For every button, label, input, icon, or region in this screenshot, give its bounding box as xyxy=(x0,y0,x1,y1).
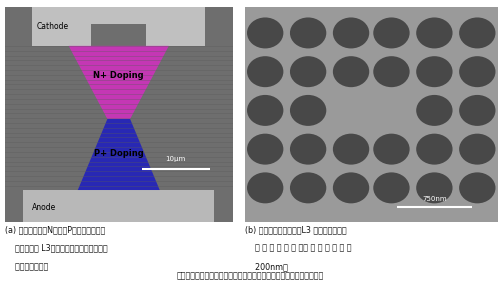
Circle shape xyxy=(459,56,496,87)
Polygon shape xyxy=(68,46,169,119)
Circle shape xyxy=(247,172,284,203)
Circle shape xyxy=(416,172,453,203)
Circle shape xyxy=(416,134,453,165)
Circle shape xyxy=(416,95,453,126)
Text: P+ Doping: P+ Doping xyxy=(94,149,144,158)
Circle shape xyxy=(459,134,496,165)
Polygon shape xyxy=(78,119,160,190)
Text: れた部分に L3フォトニック微小共振器が: れた部分に L3フォトニック微小共振器が xyxy=(5,244,108,253)
Circle shape xyxy=(290,17,327,48)
Text: (a) 全体構造図。N領域とP領域で挟み込ま: (a) 全体構造図。N領域とP領域で挟み込ま xyxy=(5,225,105,234)
Circle shape xyxy=(290,172,327,203)
Circle shape xyxy=(416,56,453,87)
Text: Anode: Anode xyxy=(32,203,56,212)
Text: 子 顕 微 鏡 写 真 。空 気 孔 の 直 径 は: 子 顕 微 鏡 写 真 。空 気 孔 の 直 径 は xyxy=(245,244,352,253)
Circle shape xyxy=(459,17,496,48)
Circle shape xyxy=(374,172,410,203)
Text: Cathode: Cathode xyxy=(37,22,69,31)
Circle shape xyxy=(374,134,410,165)
Circle shape xyxy=(374,56,410,87)
Polygon shape xyxy=(92,24,146,46)
Circle shape xyxy=(459,172,496,203)
Circle shape xyxy=(333,134,369,165)
Circle shape xyxy=(374,17,410,48)
Circle shape xyxy=(247,95,284,126)
Circle shape xyxy=(247,17,284,48)
Text: N+ Doping: N+ Doping xyxy=(94,72,144,80)
Circle shape xyxy=(290,134,327,165)
Circle shape xyxy=(416,17,453,48)
Text: (b) 発光の中心となる、L3 共振器構造の電: (b) 発光の中心となる、L3 共振器構造の電 xyxy=(245,225,346,234)
Circle shape xyxy=(333,56,369,87)
Text: 図２　　電流注入型発光デバイスの電子顕微鏡写真：左は、全体構造: 図２ 電流注入型発光デバイスの電子顕微鏡写真：左は、全体構造 xyxy=(176,272,324,281)
Circle shape xyxy=(459,95,496,126)
Circle shape xyxy=(333,172,369,203)
Text: 750nm: 750nm xyxy=(422,196,446,202)
Bar xyxy=(32,7,205,46)
Circle shape xyxy=(247,134,284,165)
Bar xyxy=(23,190,214,222)
Circle shape xyxy=(290,56,327,87)
Text: 10μm: 10μm xyxy=(166,156,186,162)
Circle shape xyxy=(333,17,369,48)
Text: 位置している。: 位置している。 xyxy=(5,262,48,271)
Circle shape xyxy=(247,56,284,87)
Circle shape xyxy=(290,95,327,126)
Text: 200nm。: 200nm。 xyxy=(245,262,288,271)
